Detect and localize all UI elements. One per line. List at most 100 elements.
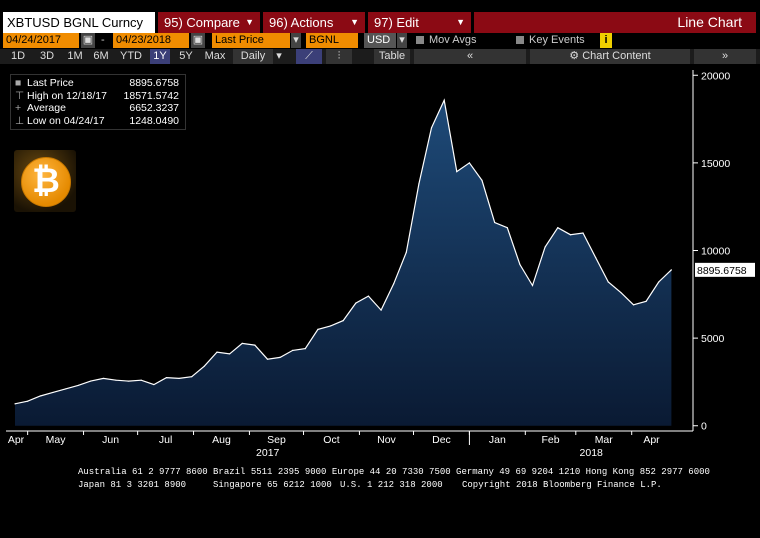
period-1m-button[interactable]: 1M bbox=[67, 50, 83, 62]
collapse-right-icon[interactable]: » bbox=[694, 49, 756, 64]
source-field[interactable]: BGNL bbox=[306, 33, 358, 48]
data-point-10 bbox=[140, 379, 142, 381]
data-point-24 bbox=[317, 328, 319, 330]
data-point-33 bbox=[430, 127, 433, 129]
x-tick-label-8: Dec bbox=[432, 434, 451, 446]
high-marker-icon: ⊤ bbox=[15, 89, 25, 102]
data-point-18 bbox=[241, 342, 243, 344]
period-max-button[interactable]: Max bbox=[204, 50, 226, 62]
compare-button[interactable]: 95) Compare ▼ bbox=[158, 12, 260, 33]
year-label-2017: 2017 bbox=[256, 447, 280, 459]
controls-row: 04/24/2017 ▣ - 04/23/2018 ▣ Last Price ▾… bbox=[0, 33, 760, 49]
bar-chart-icon[interactable]: ⫶ bbox=[326, 49, 352, 64]
legend-high: ⊤ High on 12/18/17 18571.5742 bbox=[15, 89, 179, 102]
chart-content-button[interactable]: ⚙ Chart Content bbox=[530, 49, 690, 64]
data-point-8 bbox=[115, 379, 117, 381]
period-1d-button[interactable]: 1D bbox=[10, 50, 26, 62]
data-point-12 bbox=[165, 376, 168, 379]
calendar-icon[interactable]: ▣ bbox=[81, 33, 95, 48]
footer-copyright: Copyright 2018 Bloomberg Finance L.P. bbox=[462, 480, 662, 490]
actions-button[interactable]: 96) Actions ▼ bbox=[263, 12, 365, 33]
data-point-1 bbox=[27, 400, 29, 402]
chevron-down-icon: ▼ bbox=[456, 17, 465, 27]
chevron-down-icon[interactable]: ▾ bbox=[397, 33, 407, 48]
data-point-11 bbox=[153, 383, 155, 386]
calendar-icon[interactable]: ▣ bbox=[191, 33, 205, 48]
mov-avgs-label: Mov Avgs bbox=[429, 34, 477, 46]
ticker-field[interactable]: XBTUSD BGNL Curncy bbox=[3, 12, 155, 33]
currency-select[interactable]: USD bbox=[364, 33, 396, 48]
chevron-down-icon: ▼ bbox=[350, 17, 359, 27]
legend-marker-icon: ■ bbox=[15, 77, 22, 89]
data-point-27 bbox=[355, 302, 357, 304]
data-point-36 bbox=[468, 162, 471, 164]
data-point-9 bbox=[128, 380, 130, 382]
y-tick-label-15000: 15000 bbox=[701, 158, 730, 170]
x-tick-label-0: Apr bbox=[8, 434, 25, 446]
x-tick-label-5: Sep bbox=[267, 434, 286, 446]
data-point-47 bbox=[607, 281, 609, 283]
year-label-2018: 2018 bbox=[580, 447, 604, 459]
mov-avgs-toggle[interactable]: Mov Avgs bbox=[413, 33, 505, 48]
x-tick-label-6: Oct bbox=[323, 434, 339, 446]
price-field-select[interactable]: Last Price bbox=[212, 33, 290, 48]
edit-button[interactable]: 97) Edit ▼ bbox=[368, 12, 471, 33]
data-point-51 bbox=[658, 281, 660, 283]
data-point-34 bbox=[443, 99, 445, 101]
end-date-field[interactable]: 04/23/2018 bbox=[113, 33, 189, 48]
info-icon[interactable]: i bbox=[600, 33, 612, 48]
period-ytd-button[interactable]: YTD bbox=[120, 50, 142, 62]
data-point-22 bbox=[292, 349, 294, 351]
x-tick-label-12: Apr bbox=[643, 434, 660, 446]
start-date-field[interactable]: 04/24/2017 bbox=[3, 33, 79, 48]
chevron-down-icon: ▼ bbox=[245, 17, 254, 27]
frequency-select[interactable]: Daily bbox=[233, 49, 273, 64]
period-1y-button[interactable]: 1Y bbox=[150, 49, 170, 64]
data-point-32 bbox=[418, 183, 420, 185]
period-6m-button[interactable]: 6M bbox=[93, 50, 109, 62]
footer-line-1: Australia 61 2 9777 8600 Brazil 5511 239… bbox=[78, 467, 710, 477]
last-price-tag-box bbox=[695, 262, 755, 277]
x-tick-label-7: Nov bbox=[377, 434, 396, 446]
last-price-tag: 8895.6758 bbox=[697, 265, 747, 277]
date-separator: - bbox=[101, 34, 105, 46]
compare-label: 95) Compare bbox=[164, 15, 240, 30]
key-events-label: Key Events bbox=[529, 34, 585, 46]
line-chart-icon[interactable]: ⟋ bbox=[296, 49, 322, 64]
data-point-35 bbox=[456, 171, 458, 173]
data-point-49 bbox=[632, 304, 635, 306]
chart-legend: ■ Last Price 8895.6758 ⊤ High on 12/18/17 … bbox=[10, 74, 186, 130]
x-tick-label-10: Feb bbox=[542, 434, 560, 446]
price-chart: 0 5000 10000 15000 20000 8895.6758 Apr May Jun Ju… bbox=[6, 70, 755, 459]
key-events-toggle[interactable]: Key Events bbox=[513, 33, 603, 48]
data-point-50 bbox=[645, 300, 647, 302]
period-5y-button[interactable]: 5Y bbox=[179, 50, 193, 62]
edit-label: 97) Edit bbox=[374, 15, 419, 30]
checkbox-icon bbox=[416, 36, 424, 44]
chevron-down-icon[interactable]: ▾ bbox=[276, 50, 282, 62]
chevron-down-icon[interactable]: ▾ bbox=[291, 33, 301, 48]
data-point-5 bbox=[77, 384, 79, 387]
data-point-38 bbox=[494, 221, 496, 224]
period-3d-button[interactable]: 3D bbox=[39, 50, 55, 62]
data-point-16 bbox=[216, 351, 218, 353]
data-point-0 bbox=[14, 403, 16, 405]
y-tick-label-5000: 5000 bbox=[701, 333, 725, 345]
period-toolbar: 1D 3D 1M 6M YTD 1Y 5Y Max Daily ▾ ⟋ ⫶ Ta… bbox=[0, 49, 760, 64]
data-point-30 bbox=[393, 283, 395, 285]
x-tick-label-2: Jun bbox=[102, 434, 119, 446]
y-tick-label-0: 0 bbox=[701, 421, 707, 433]
y-tick-label-20000: 20000 bbox=[701, 70, 730, 82]
data-point-2 bbox=[39, 395, 41, 397]
data-point-28 bbox=[367, 295, 370, 297]
data-point-3 bbox=[52, 391, 54, 394]
data-point-15 bbox=[203, 365, 205, 367]
collapse-left-icon[interactable]: « bbox=[414, 49, 526, 64]
table-button[interactable]: Table bbox=[374, 49, 410, 64]
footer-us: U.S. 1 212 318 2000 bbox=[340, 480, 443, 490]
actions-label: 96) Actions bbox=[269, 15, 334, 30]
data-point-6 bbox=[90, 380, 92, 382]
x-tick-label-4: Aug bbox=[212, 434, 231, 446]
footer-singapore: Singapore 65 6212 1000 bbox=[213, 480, 332, 490]
bitcoin-logo-icon: ₿ bbox=[14, 150, 76, 212]
